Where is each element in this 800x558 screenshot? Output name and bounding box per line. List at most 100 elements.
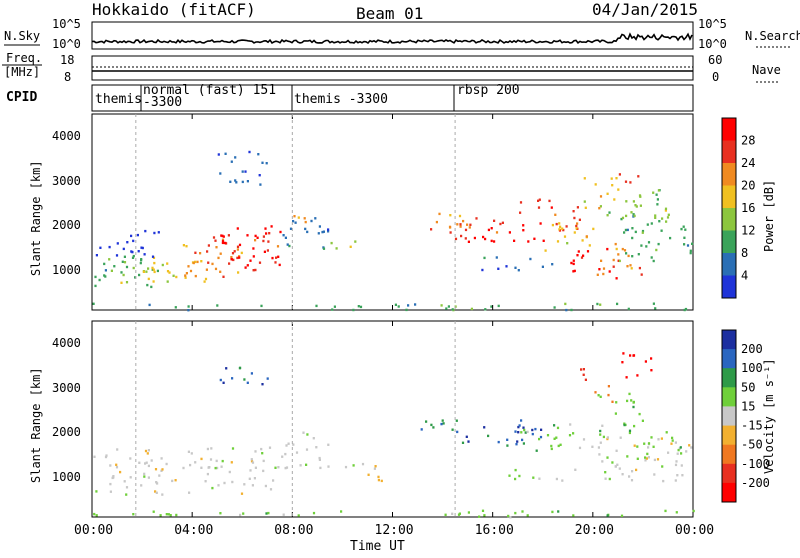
echo-cell [518, 474, 521, 478]
echo-cell [644, 456, 647, 459]
velocity-colorbar-tick: -200 [741, 476, 770, 490]
echo-cell [132, 513, 135, 516]
echo-cell [122, 247, 125, 251]
colorbar-swatch [722, 208, 736, 231]
echo-cell [654, 307, 657, 310]
echo-cell [246, 180, 249, 183]
echo-cell [236, 227, 239, 230]
echo-cell [690, 446, 693, 449]
echo-cell [680, 464, 683, 467]
echo-cell [636, 445, 639, 448]
echo-cell [184, 274, 187, 277]
echo-cell [144, 462, 147, 465]
echo-cell [265, 232, 268, 235]
echo-cell [331, 308, 334, 311]
echo-cell [112, 475, 115, 478]
echo-cell [169, 514, 172, 517]
echo-cell [109, 490, 112, 493]
echo-cell [153, 261, 156, 265]
echo-cell [268, 446, 272, 449]
nsky-frame [91, 21, 694, 50]
echo-cell [551, 263, 554, 266]
echo-cell [538, 477, 541, 480]
echo-cell [205, 268, 208, 271]
cpid-segment-2: normal (fast) 151 [143, 83, 276, 98]
nave-tick-top: 60 [708, 53, 722, 67]
echo-cell [594, 183, 597, 186]
echo-cell [568, 434, 572, 437]
echo-cell [522, 224, 525, 227]
echo-cell [151, 266, 154, 270]
echo-cell [531, 432, 534, 436]
echo-cell [225, 367, 228, 370]
echo-cell [572, 210, 575, 213]
echo-cell [537, 199, 540, 202]
echo-cell [660, 229, 663, 232]
echo-cell [626, 265, 629, 268]
echo-cell [211, 486, 214, 490]
echo-cell [573, 269, 576, 273]
echo-cell [669, 236, 672, 240]
echo-cell [215, 246, 218, 249]
echo-cell [104, 269, 107, 272]
echo-cell [623, 231, 626, 234]
echo-cell [646, 452, 649, 456]
echo-cell [628, 475, 631, 478]
echo-cell [523, 428, 526, 432]
echo-cell [676, 474, 679, 477]
freq-label-bottom: [MHz] [4, 65, 40, 79]
x-tick-label: 12:00 [375, 523, 414, 538]
echo-cell [644, 459, 647, 462]
echo-cell [279, 230, 282, 234]
echo-cell [691, 242, 694, 245]
echo-cell [576, 222, 579, 225]
echo-cell [625, 252, 628, 255]
power-colorbar: 4 8 12 16 20 24 28 [721, 117, 755, 299]
echo-cell [655, 248, 658, 252]
echo-cell [484, 237, 487, 241]
echo-cell [599, 195, 603, 198]
echo-cell [292, 443, 295, 446]
echo-cell [561, 227, 564, 230]
echo-cell [262, 459, 265, 463]
echo-cell [249, 259, 252, 262]
echo-cell [602, 272, 605, 276]
echo-cell [442, 422, 445, 425]
echo-cell [564, 302, 567, 306]
echo-cell [122, 273, 125, 277]
echo-cell [143, 472, 146, 476]
echo-cell [276, 245, 280, 248]
echo-cell [661, 465, 664, 468]
echo-cell [556, 426, 560, 430]
x-tick-label: 16:00 [475, 523, 514, 538]
echo-cell [592, 227, 595, 231]
velocity-colorbar-tick: 200 [741, 342, 763, 356]
echo-cell [514, 468, 517, 472]
echo-cell [565, 225, 568, 228]
echo-cell [514, 511, 517, 515]
echo-cell [627, 254, 630, 258]
echo-cell [572, 514, 575, 517]
echo-cell [312, 511, 316, 515]
echo-cell [271, 256, 274, 260]
echo-cell [517, 425, 520, 429]
echo-cell [287, 442, 290, 445]
echo-cell [138, 273, 141, 277]
echo-cell [206, 250, 209, 253]
echo-cell [175, 513, 178, 517]
echo-cell [508, 474, 511, 477]
echo-cell [254, 268, 257, 272]
echo-cell [147, 267, 150, 270]
echo-cell [134, 276, 137, 279]
x-tick-label: 08:00 [274, 523, 313, 538]
echo-cell [596, 273, 599, 276]
echo-cell [125, 493, 128, 496]
echo-cell [288, 244, 291, 248]
echo-cell [515, 443, 518, 446]
colorbar-swatch [722, 349, 736, 369]
echo-cell [194, 260, 197, 264]
echo-cell [451, 512, 454, 515]
echo-cell [222, 275, 225, 278]
echo-cell [246, 381, 249, 384]
echo-cell [141, 246, 144, 250]
